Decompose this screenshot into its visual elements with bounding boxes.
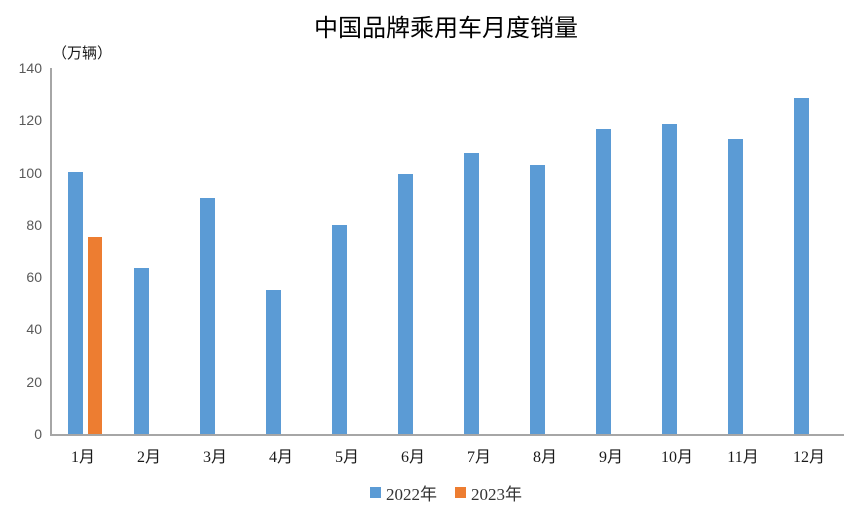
bar-2022年-12月 bbox=[794, 97, 809, 434]
y-axis-unit-label: （万辆） bbox=[52, 46, 113, 62]
bar-2022年-6月 bbox=[398, 173, 413, 434]
bar-2023年-1月 bbox=[88, 236, 102, 434]
y-tick-label-60: 60 bbox=[26, 269, 42, 286]
bar-group-8月 bbox=[514, 68, 580, 434]
bar-2022年-4月 bbox=[266, 289, 281, 434]
bar-2022年-10月 bbox=[662, 123, 677, 434]
legend-item-2023: 2023年 bbox=[455, 480, 522, 505]
bar-group-10月 bbox=[646, 68, 712, 434]
y-axis-labels: 0 20 40 60 80 100 120 140 bbox=[0, 60, 42, 442]
x-tick-label-5月: 5月 bbox=[334, 449, 359, 466]
x-tick-label-9月: 9月 bbox=[598, 449, 623, 466]
bar-group-2月 bbox=[118, 68, 184, 434]
legend-label-2022: 2022年 bbox=[386, 485, 437, 504]
bars-row bbox=[52, 68, 844, 434]
y-tick-label-20: 20 bbox=[26, 373, 42, 390]
bar-2022年-8月 bbox=[530, 165, 545, 434]
x-tick-label-1月: 1月 bbox=[70, 449, 95, 466]
bar-group-1月 bbox=[52, 68, 118, 434]
bar-2022年-11月 bbox=[728, 138, 743, 434]
y-tick-label-80: 80 bbox=[26, 216, 42, 233]
x-tick-label-8月: 8月 bbox=[532, 449, 557, 466]
bar-group-3月 bbox=[184, 68, 250, 434]
legend-swatch-2023 bbox=[455, 487, 466, 498]
y-tick-label-100: 100 bbox=[18, 164, 42, 181]
y-tick-label-0: 0 bbox=[34, 426, 42, 442]
x-tick-label-3月: 3月 bbox=[202, 449, 227, 466]
bar-group-11月 bbox=[712, 68, 778, 434]
x-tick-label-12月: 12月 bbox=[792, 449, 825, 466]
bar-group-7月 bbox=[448, 68, 514, 434]
legend: 2022年 2023年 bbox=[50, 480, 842, 505]
y-tick-label-120: 120 bbox=[18, 112, 42, 129]
x-tick-label-4月: 4月 bbox=[268, 449, 293, 466]
bar-group-6月 bbox=[382, 68, 448, 434]
bar-2022年-1月 bbox=[68, 171, 83, 434]
x-tick-label-11月: 11月 bbox=[727, 449, 759, 466]
bar-group-12月 bbox=[778, 68, 844, 434]
legend-label-2023: 2023年 bbox=[471, 485, 522, 504]
x-axis-labels: 1月 2月 3月 4月 5月 6月 7月 8月 9月 10月 11月 12月 bbox=[50, 443, 842, 467]
bar-2022年-2月 bbox=[134, 268, 149, 434]
bar-group-9月 bbox=[580, 68, 646, 434]
x-tick-label-7月: 7月 bbox=[466, 449, 491, 466]
y-tick-label-40: 40 bbox=[26, 321, 42, 338]
plot-area bbox=[50, 68, 844, 436]
x-tick-label-6月: 6月 bbox=[400, 449, 425, 466]
legend-item-2022: 2022年 bbox=[370, 480, 437, 505]
x-tick-label-10月: 10月 bbox=[660, 449, 693, 466]
y-tick-label-140: 140 bbox=[18, 60, 42, 76]
bar-group-5月 bbox=[316, 68, 382, 434]
bar-2022年-5月 bbox=[332, 225, 347, 434]
bar-2022年-3月 bbox=[200, 198, 215, 434]
legend-swatch-2022 bbox=[370, 487, 381, 498]
bar-2022年-7月 bbox=[464, 153, 479, 434]
bar-group-4月 bbox=[250, 68, 316, 434]
chart-title: 中国品牌乘用车月度销量 bbox=[314, 16, 578, 42]
x-tick-label-2月: 2月 bbox=[136, 449, 161, 466]
bar-2022年-9月 bbox=[596, 129, 611, 434]
